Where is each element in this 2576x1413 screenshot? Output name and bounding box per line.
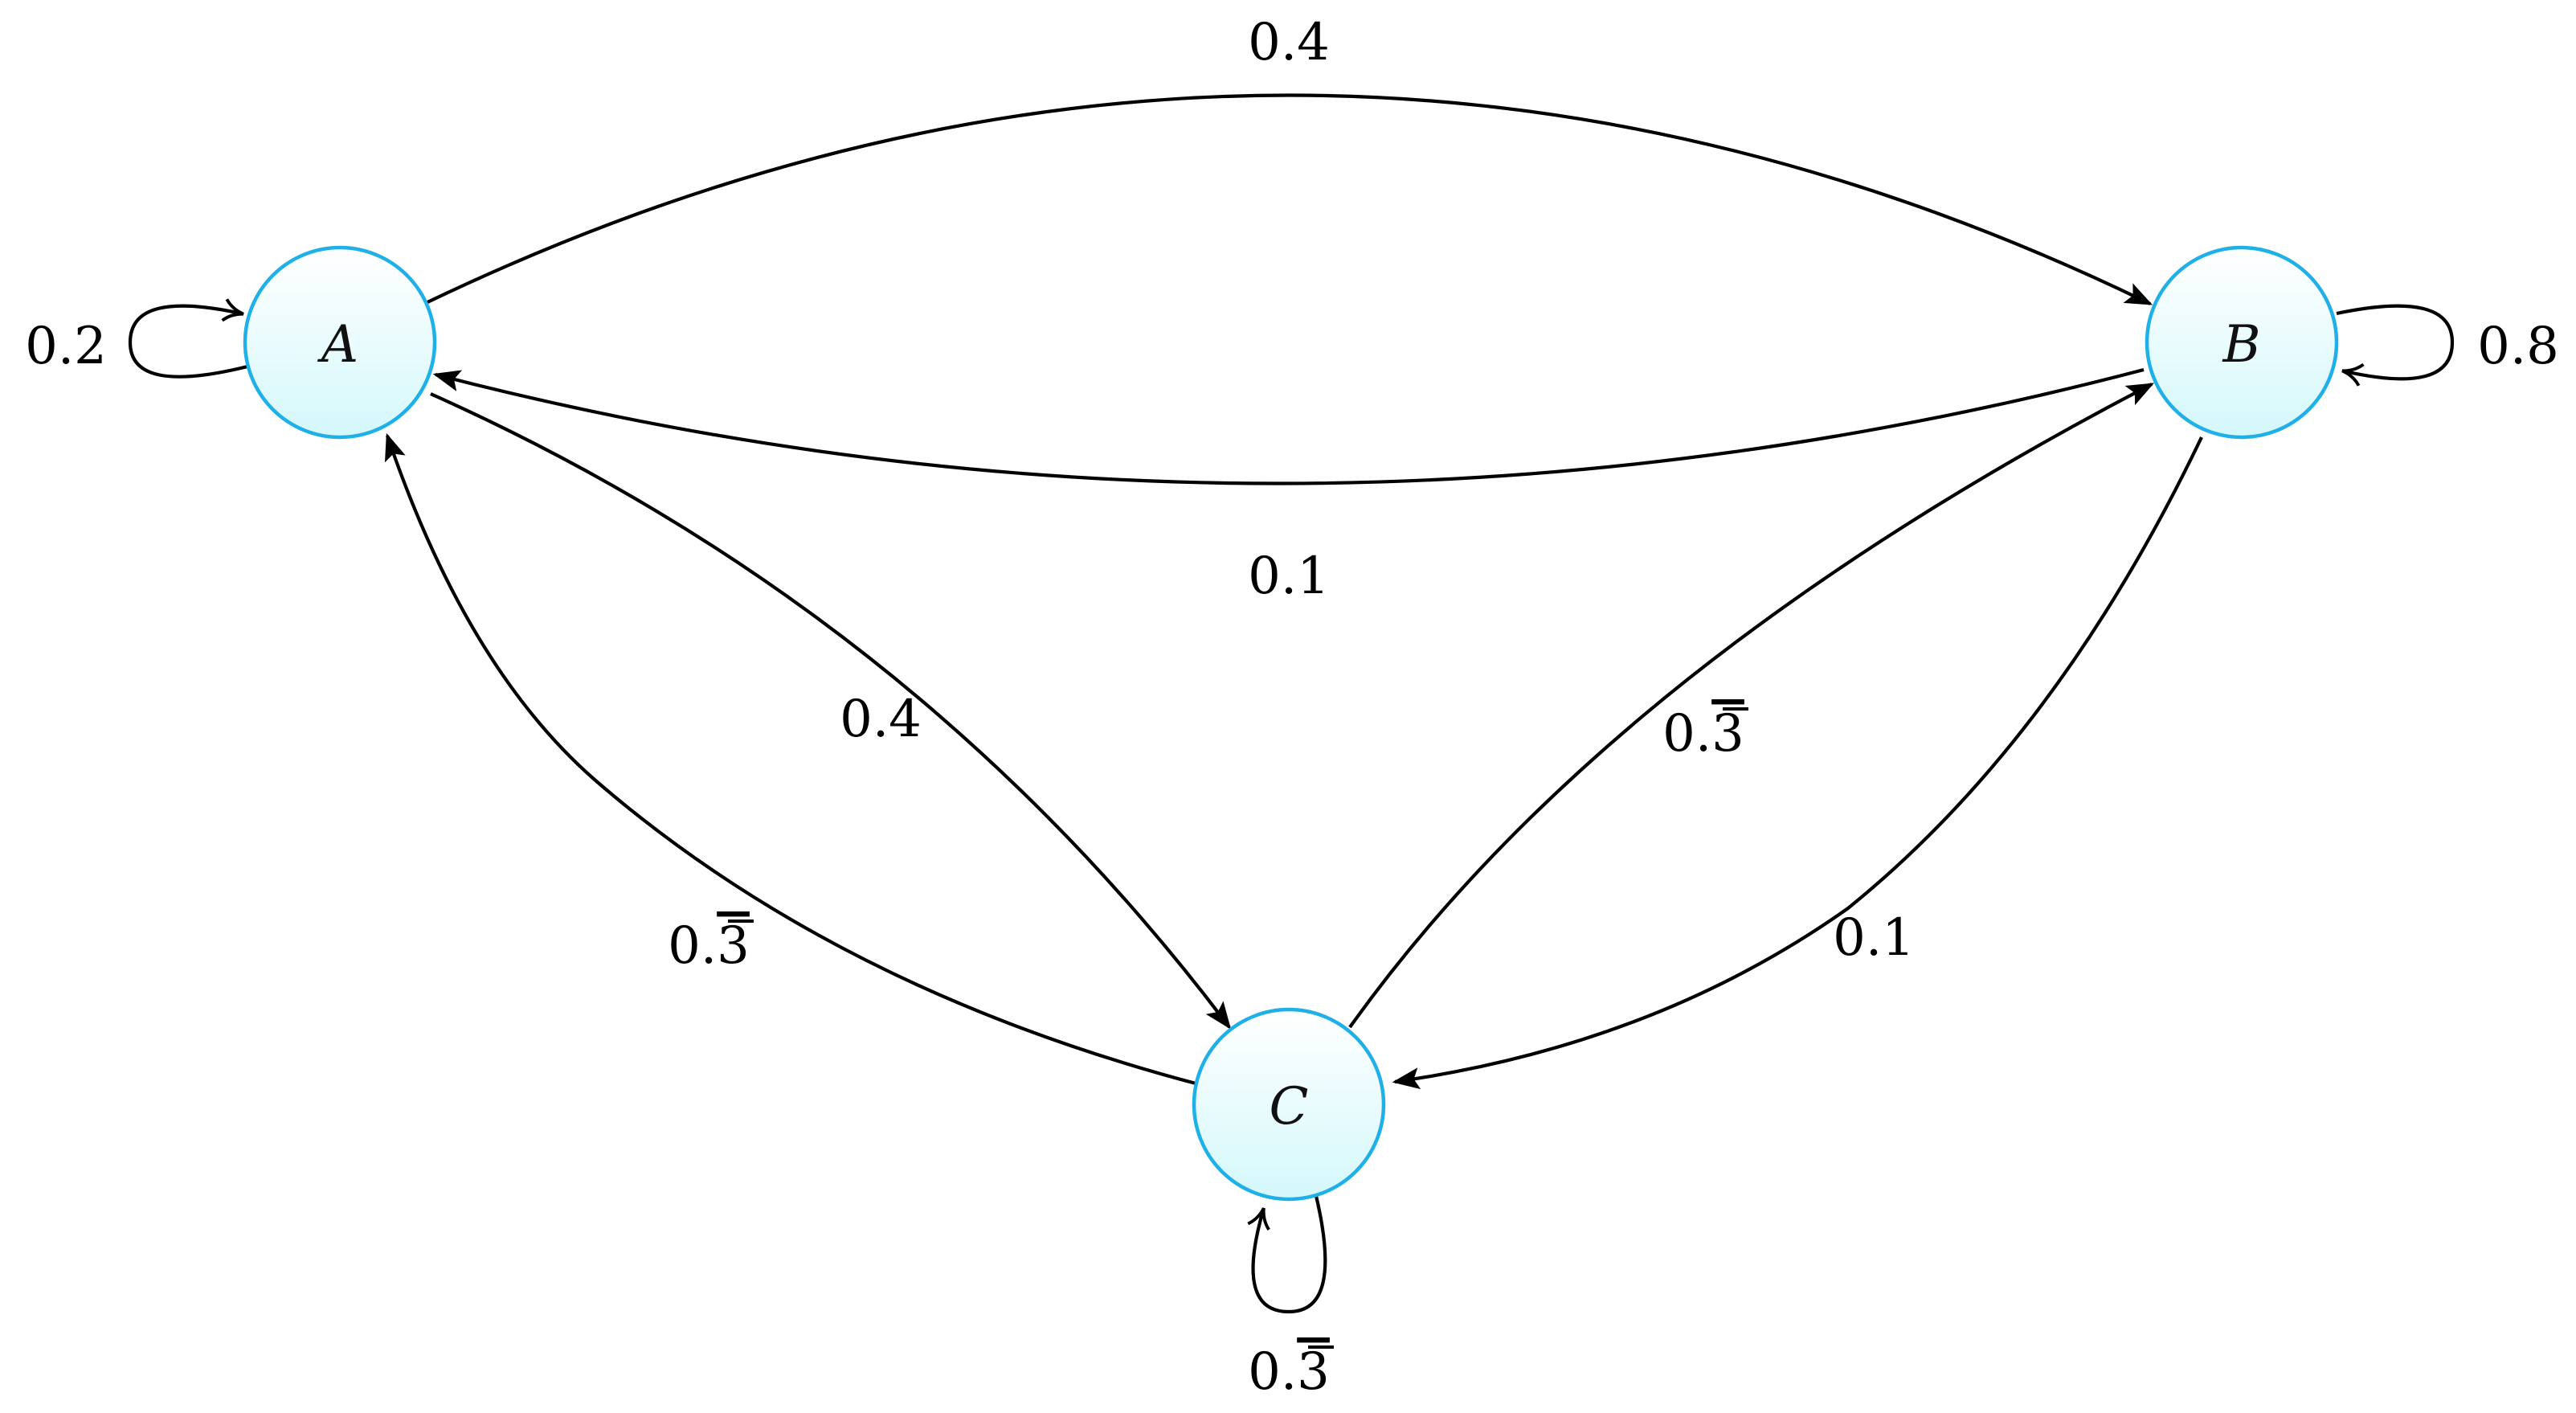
label-c-to-b: 0.3 xyxy=(1662,704,1744,764)
label-a-to-c: 0.4 xyxy=(840,690,922,749)
label-c-to-a-repeating: 3 xyxy=(717,916,750,976)
label-a-to-a: 0.2 xyxy=(25,317,107,376)
edge-c-to-c xyxy=(1247,1195,1327,1314)
label-b-to-a: 0.1 xyxy=(1248,547,1330,606)
label-c-to-b-prefix: 0. xyxy=(1662,704,1711,764)
node-b: B xyxy=(2145,245,2339,440)
node-b-label: B xyxy=(2222,315,2260,375)
edge-c-to-a xyxy=(384,432,1200,1087)
edge-a-to-c xyxy=(430,392,1232,1030)
edges xyxy=(128,93,2455,1314)
label-c-to-b-repeating: 3 xyxy=(1711,704,1744,764)
edge-a-to-b xyxy=(427,93,2153,305)
edge-c-to-b xyxy=(1348,383,2155,1029)
label-c-to-c-prefix: 0. xyxy=(1248,1342,1297,1402)
label-c-to-c-repeating: 3 xyxy=(1297,1342,1330,1402)
label-c-to-a-prefix: 0. xyxy=(668,916,717,976)
node-b-circle xyxy=(2145,245,2339,440)
node-c-circle xyxy=(1192,1007,1386,1202)
label-c-to-c: 0.3 xyxy=(1248,1342,1330,1402)
node-c: C xyxy=(1192,1007,1386,1202)
edge-a-to-a xyxy=(128,298,248,379)
edge-labels: 0.4 0.1 0.4 0.3 0.3 0.1 0.2 0.8 0.3 xyxy=(25,13,2559,1402)
edge-b-to-c xyxy=(1392,436,2203,1090)
label-b-to-c: 0.1 xyxy=(1833,908,1915,968)
edge-b-to-a xyxy=(432,367,2145,485)
label-a-to-b: 0.4 xyxy=(1248,13,1330,72)
node-c-label: C xyxy=(1270,1077,1309,1137)
node-a-label: A xyxy=(317,315,358,375)
edge-b-to-b xyxy=(2336,304,2455,387)
label-b-to-b: 0.8 xyxy=(2477,317,2559,376)
label-c-to-a: 0.3 xyxy=(668,916,750,976)
node-a: A xyxy=(243,245,437,440)
node-a-circle xyxy=(243,245,437,440)
